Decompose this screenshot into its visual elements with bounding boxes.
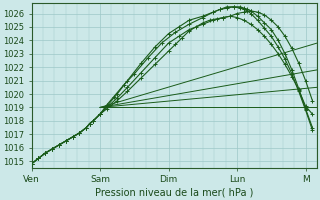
X-axis label: Pression niveau de la mer( hPa ): Pression niveau de la mer( hPa ) bbox=[95, 187, 253, 197]
